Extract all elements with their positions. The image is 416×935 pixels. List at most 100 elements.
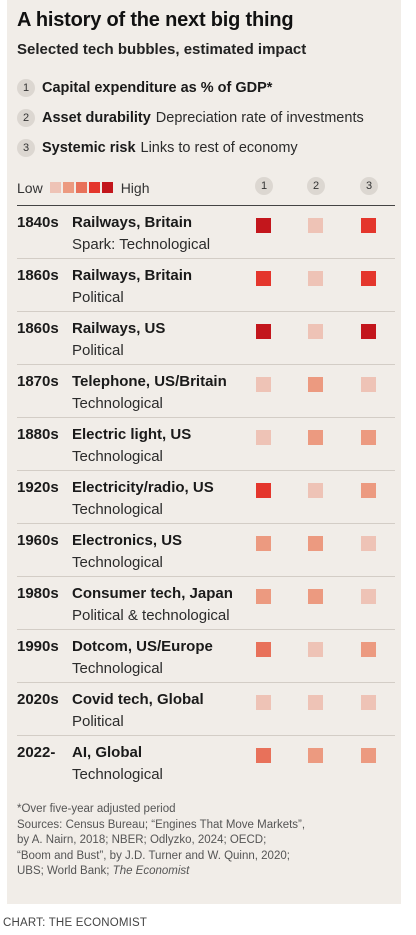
heat-cell-col-2 [308,377,323,392]
row-divider [17,523,395,524]
column-header-2: 2 [307,177,325,195]
sources-line: by A. Nairn, 2018; NBER; Odlyzko, 2024; … [17,834,267,846]
key-item-1: 1 Capital expenditure as % of GDP* [17,76,277,100]
row-spark: Spark: Technological [72,236,211,253]
chart-subtitle: Selected tech bubbles, estimated impact [17,41,307,58]
table-row: 2020s Covid tech, Global Political [17,683,395,736]
sources-line: “Boom and Bust”, by J.D. Turner and W. Q… [17,849,290,862]
row-decade: 1990s [17,638,59,655]
row-label: Railways, US [72,320,166,337]
row-label: Railways, Britain [72,267,193,284]
row-spark: Technological [72,660,163,677]
table-row: 1980s Consumer tech, Japan Political & tec… [17,577,395,630]
heat-cell-col-2 [308,218,323,233]
heat-cell-col-1 [256,324,271,339]
row-label: Electronics, US [72,532,183,549]
table-row: 1880s Electric light, US Technological [17,418,395,471]
color-legend: Low High [17,180,149,196]
sources-line: Sources: Census Bureau; “Engines That Mo… [17,818,306,831]
heat-cell-col-2 [308,695,323,710]
row-spark: Political [72,713,124,730]
key-number: 2 [17,109,35,127]
row-label: Dotcom, US/Europe [72,638,213,655]
heat-cell-col-2 [308,324,323,339]
row-spark: Technological [72,554,163,571]
key-number: 1 [17,79,35,97]
heat-cell-col-3 [361,536,376,551]
sources-italic: The Economist [112,865,190,877]
row-divider [17,311,395,312]
row-label: AI, Global [72,744,143,761]
row-divider [17,417,395,418]
row-divider [17,258,395,259]
legend-swatch-2 [62,182,74,193]
chart-card: A history of the next big thing Selected… [7,0,401,904]
heat-cell-col-3 [361,377,376,392]
table-row: 1920s Electricity/radio, US Technological [17,471,395,524]
heat-cell-col-2 [308,271,323,286]
table-row: 2022- AI, Global Technological [17,736,395,789]
heat-cell-col-3 [361,271,376,286]
heat-cell-col-1 [256,218,271,233]
row-label: Covid tech, Global [72,691,204,708]
heat-cell-col-3 [361,589,376,604]
legend-swatches [49,180,115,196]
heat-cell-col-1 [256,536,271,551]
header-rule [17,205,395,206]
heat-cell-col-3 [361,695,376,710]
row-decade: 2020s [17,691,59,708]
sources-text: UBS; World Bank; [17,865,110,877]
legend-swatch-1 [49,182,61,193]
row-decade: 1840s [17,214,59,231]
table-row: 1860s Railways, Britain Political [17,259,395,312]
legend-swatch-5 [101,182,113,193]
row-spark: Technological [72,501,163,518]
row-decade: 1880s [17,426,59,443]
footnotes: *Over five-year adjusted period Sources:… [17,802,305,880]
table-row: 1960s Electronics, US Technological [17,524,395,577]
key-number: 3 [17,139,35,157]
row-spark: Technological [72,448,163,465]
row-spark: Technological [72,766,163,783]
row-label: Electricity/radio, US [72,479,214,496]
row-decade: 1980s [17,585,59,602]
row-spark: Technological [72,395,163,412]
heat-cell-col-3 [361,483,376,498]
heat-cell-col-1 [256,483,271,498]
chart-credit: CHART: THE ECONOMIST [3,917,148,929]
heat-cell-col-2 [308,536,323,551]
row-label: Electric light, US [72,426,192,443]
heat-cell-col-1 [256,748,271,763]
table-row: 1840s Railways, Britain Spark: Technologic… [17,206,395,259]
key-name: Capital expenditure as % of GDP* [42,80,273,96]
key-name: Asset durability [42,110,151,126]
table-row: 1860s Railways, US Political [17,312,395,365]
heat-cell-col-2 [308,642,323,657]
row-decade: 1960s [17,532,59,549]
heat-cell-col-2 [308,430,323,445]
heat-cell-col-2 [308,483,323,498]
heat-cell-col-3 [361,218,376,233]
row-spark: Political [72,289,124,306]
row-label: Consumer tech, Japan [72,585,233,602]
heat-cell-col-2 [308,748,323,763]
heat-cell-col-1 [256,430,271,445]
heat-cell-col-2 [308,589,323,604]
legend-swatch-4 [88,182,100,193]
chart-title: A history of the next big thing [17,9,294,31]
row-decade: 1860s [17,320,59,337]
heat-cell-col-1 [256,377,271,392]
heat-cell-col-3 [361,642,376,657]
row-divider [17,364,395,365]
key-item-2: 2 Asset durability Depreciation rate of … [17,106,364,130]
row-divider [17,470,395,471]
row-divider [17,682,395,683]
key-description: Links to rest of economy [140,140,298,156]
row-label: Railways, Britain [72,214,193,231]
row-decade: 1870s [17,373,59,390]
column-header-3: 3 [360,177,378,195]
heat-cell-col-1 [256,589,271,604]
key-description: Depreciation rate of investments [155,110,364,126]
footnote: *Over five-year adjusted period [17,803,176,815]
heat-cell-col-1 [256,642,271,657]
